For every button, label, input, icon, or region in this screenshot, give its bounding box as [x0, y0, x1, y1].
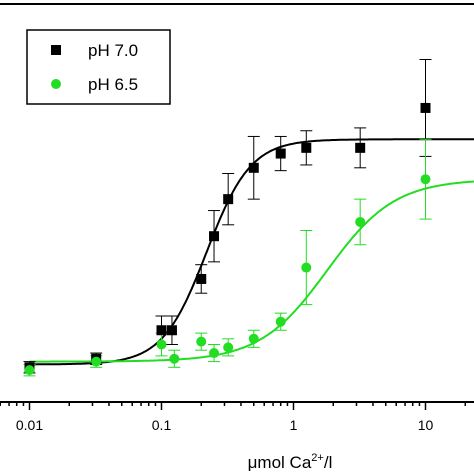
data-point-square — [156, 325, 167, 336]
data-point-square — [196, 273, 207, 284]
x-tick-label: 0.1 — [152, 417, 172, 433]
data-point-circle — [156, 339, 167, 350]
x-axis-label-tail: /l — [324, 453, 333, 472]
data-point-square — [209, 231, 220, 242]
data-point-circle — [196, 336, 207, 347]
data-point-square — [275, 148, 286, 159]
legend: pH 7.0 pH 6.5 — [26, 29, 171, 105]
data-points — [24, 102, 431, 376]
data-point-circle — [275, 316, 286, 327]
fit-curve-series-1 — [29, 180, 474, 363]
fit-curves — [29, 138, 474, 366]
data-point-square — [166, 325, 177, 336]
data-point-circle — [209, 348, 220, 359]
x-axis-label: μmol Ca2+/l — [248, 452, 333, 472]
x-axis-ticks: 0.01 0.1 1 10 — [0, 402, 466, 433]
data-point-circle — [355, 216, 366, 227]
legend-label-ph65: pH 6.5 — [88, 75, 138, 94]
data-point-square — [248, 162, 259, 173]
x-tick-label: 1 — [290, 417, 298, 433]
legend-box — [26, 29, 171, 105]
data-point-circle — [420, 174, 431, 185]
data-point-square — [355, 142, 366, 153]
data-point-circle — [248, 333, 259, 344]
data-point-circle — [169, 353, 180, 364]
x-tick-label: 10 — [418, 417, 434, 433]
data-point-circle — [91, 356, 102, 367]
data-point-circle — [24, 365, 35, 376]
data-point-square — [223, 194, 234, 205]
data-point-circle — [301, 262, 312, 273]
data-point-square — [420, 102, 431, 113]
x-tick-label: 0.01 — [16, 417, 43, 433]
x-axis-label-main: μmol Ca — [248, 453, 312, 472]
data-point-circle — [223, 342, 234, 353]
legend-marker-ph70 — [51, 45, 61, 55]
x-axis-label-superscript: 2+ — [311, 452, 324, 464]
legend-label-ph70: pH 7.0 — [88, 41, 138, 60]
legend-marker-ph65 — [51, 79, 61, 89]
data-point-square — [301, 142, 312, 153]
